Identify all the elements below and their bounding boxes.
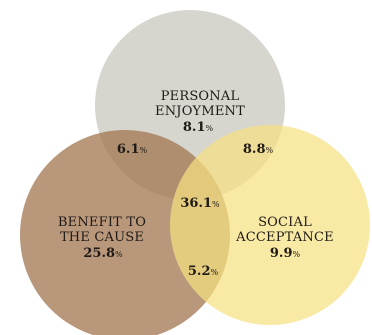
all-three-overlap-value: 36.1% (180, 196, 220, 211)
benefit-to-cause-label-line2: THE CAUSE (60, 230, 144, 245)
social-acceptance-value: 9.9% (270, 246, 301, 261)
enjoyment-acceptance-overlap-value: 8.8% (243, 142, 274, 157)
benefit-to-cause-label-line1: BENEFIT TO (58, 215, 146, 230)
personal-enjoyment-label-line2: ENJOYMENT (155, 104, 245, 119)
benefit-to-cause-value: 25.8% (83, 246, 123, 261)
personal-enjoyment-value: 8.1% (183, 120, 214, 135)
personal-enjoyment-label-line1: PERSONAL (161, 89, 240, 104)
social-acceptance-label-line1: SOCIAL (258, 215, 312, 230)
social-acceptance-circle (170, 125, 370, 325)
cause-acceptance-overlap-value: 5.2% (188, 264, 219, 279)
enjoyment-cause-overlap-value: 6.1% (117, 142, 148, 157)
benefit-to-cause-circle (20, 130, 230, 335)
social-acceptance-label-line2: ACCEPTANCE (235, 230, 334, 245)
